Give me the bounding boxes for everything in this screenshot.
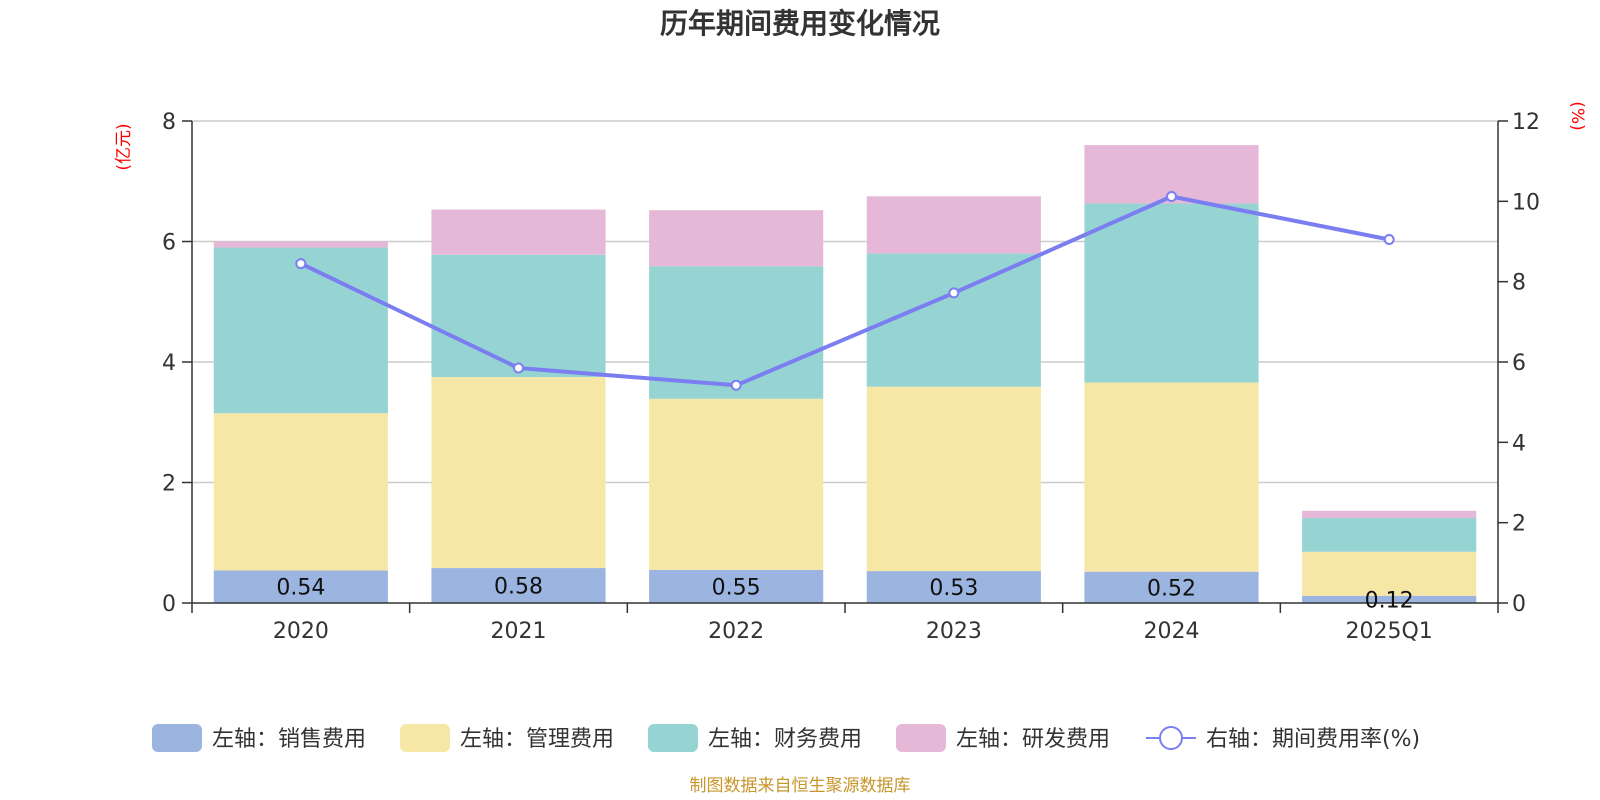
- legend-item[interactable]: 左轴：财务费用: [648, 724, 862, 752]
- gridlines: [192, 120, 1498, 484]
- bar-segment[interactable]: [1302, 510, 1477, 519]
- legend-swatch: [400, 724, 450, 752]
- bar-data-label: 0.58: [494, 575, 543, 600]
- right-axis-tick-label: 0: [1512, 592, 1526, 617]
- bar-segment[interactable]: [213, 247, 388, 414]
- legend-label: 左轴：财务费用: [708, 727, 862, 752]
- legend-item[interactable]: 左轴：销售费用: [152, 724, 366, 752]
- bar-segment[interactable]: [213, 241, 388, 248]
- right-axis-unit: (%): [1567, 101, 1587, 130]
- left-axis-unit: (亿元): [114, 123, 134, 170]
- x-axis-tick-label: 2022: [708, 619, 764, 644]
- legend-label: 左轴：销售费用: [212, 727, 366, 752]
- rate-line: [295, 191, 1395, 391]
- bar-segment[interactable]: [1302, 518, 1477, 552]
- right-axis-tick-label: 6: [1512, 351, 1526, 376]
- bar-data-label: 0.53: [929, 576, 978, 601]
- bar-data-label: 0.12: [1365, 588, 1414, 613]
- bar-data-label: 0.54: [276, 576, 325, 601]
- bar-segment[interactable]: [649, 398, 824, 570]
- x-axis-tick-label: 2020: [273, 619, 329, 644]
- rate-point[interactable]: [1383, 233, 1395, 245]
- bar-segment[interactable]: [866, 571, 1041, 603]
- legend-label: 右轴：期间费用率(%): [1206, 727, 1420, 752]
- bar-segment[interactable]: [213, 413, 388, 571]
- legend-item[interactable]: 右轴：期间费用率(%): [1146, 726, 1420, 752]
- bar-data-label: 0.55: [712, 575, 761, 600]
- right-axis-tick-label: 12: [1512, 110, 1540, 135]
- bar-segment[interactable]: [866, 386, 1041, 572]
- source-note: 制图数据来自恒生聚源数据库: [690, 776, 911, 796]
- bar-segment[interactable]: [649, 266, 824, 399]
- left-axis-tick-label: 0: [162, 592, 176, 617]
- bar-segment[interactable]: [431, 377, 606, 569]
- bar-segment[interactable]: [649, 210, 824, 267]
- rate-point[interactable]: [948, 287, 960, 299]
- rate-series-line: [299, 194, 1390, 388]
- x-axis-tick-label: 2024: [1144, 619, 1200, 644]
- bar-segment[interactable]: [1084, 571, 1259, 603]
- legend-label: 左轴：管理费用: [460, 727, 614, 752]
- x-axis-tick-label: 2023: [926, 619, 982, 644]
- left-axis-tick-label: 4: [162, 351, 176, 376]
- bars: [213, 145, 1477, 603]
- bar-segment[interactable]: [431, 209, 606, 255]
- legend-marker: [1159, 726, 1183, 750]
- rate-point[interactable]: [730, 379, 742, 391]
- left-axis-tick-label: 2: [162, 472, 176, 497]
- chart-title: 历年期间费用变化情况: [660, 7, 940, 40]
- legend-item[interactable]: 左轴：管理费用: [400, 724, 614, 752]
- rate-point[interactable]: [295, 258, 307, 270]
- left-axis-tick-label: 8: [162, 110, 176, 135]
- bar-segment[interactable]: [431, 568, 606, 603]
- bar-data-label: 0.52: [1147, 576, 1196, 601]
- bar-segment[interactable]: [649, 569, 824, 603]
- bar-segment[interactable]: [866, 253, 1041, 387]
- x-axis-tick-label: 2021: [491, 619, 547, 644]
- rate-point[interactable]: [513, 362, 524, 374]
- left-axis-tick-label: 6: [162, 231, 176, 256]
- legend-swatch: [152, 724, 202, 752]
- bar-labels: 0.54 0.58 0.55 0.53 0.52 0.12: [276, 575, 1413, 614]
- bar-segment[interactable]: [1302, 595, 1477, 603]
- legend-item[interactable]: 左轴：研发费用: [896, 724, 1110, 752]
- legend[interactable]: 左轴：销售费用 左轴：管理费用 左轴：财务费用 左轴：研发费用 右轴：期间费用率(%): [152, 724, 1420, 752]
- legend-label: 左轴：研发费用: [956, 727, 1110, 752]
- bar-segment[interactable]: [431, 254, 606, 378]
- bar-segment[interactable]: [1084, 203, 1259, 383]
- x-axis-tick-label: 2025Q1: [1346, 619, 1433, 644]
- legend-swatch: [896, 724, 946, 752]
- rate-point[interactable]: [1166, 191, 1177, 203]
- right-axis-tick-label: 2: [1512, 512, 1526, 537]
- axes: 0 2 4 6 8 0 2 4 6 8 10 12 2020 2021 2022 2023 2024 2025Q1: [162, 110, 1540, 644]
- right-axis-tick-label: 8: [1512, 271, 1526, 296]
- bar-segment[interactable]: [1302, 551, 1477, 596]
- bar-segment[interactable]: [1084, 382, 1259, 572]
- legend-swatch: [648, 724, 698, 752]
- bar-segment[interactable]: [213, 570, 388, 603]
- right-axis-tick-label: 4: [1512, 431, 1526, 456]
- bar-segment[interactable]: [866, 196, 1041, 254]
- right-axis-tick-label: 10: [1512, 190, 1540, 215]
